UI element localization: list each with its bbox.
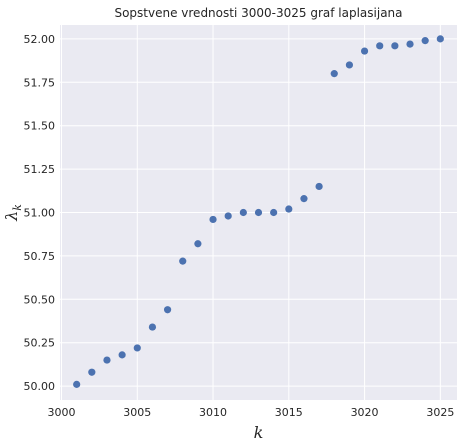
y-tick-label: 50.25	[24, 337, 56, 350]
x-axis-label: k	[254, 423, 264, 442]
x-tick-labels: 3000 3005 3010 3015 3020 3025	[48, 406, 455, 419]
y-tick-label: 50.00	[24, 380, 56, 393]
data-points	[73, 35, 444, 388]
data-point	[209, 215, 217, 224]
x-tick-label: 3020	[351, 406, 379, 419]
x-tick-label: 3000	[48, 406, 76, 419]
data-point	[103, 356, 111, 364]
y-axis-label: λk	[2, 204, 24, 222]
y-tick-label: 51.00	[24, 207, 56, 220]
x-tick-label: 3005	[123, 406, 151, 419]
y-tick-label: 51.50	[24, 120, 56, 133]
y-tick-label: 52.00	[24, 33, 56, 46]
data-point	[194, 240, 202, 248]
data-point	[391, 42, 399, 50]
data-point	[406, 40, 414, 48]
y-tick-label: 50.75	[24, 250, 56, 263]
data-point	[88, 368, 96, 376]
data-point	[360, 47, 369, 55]
data-point	[224, 212, 232, 220]
y-tick-label: 51.75	[24, 76, 56, 89]
data-point	[133, 344, 141, 352]
y-axis-label-symbol: λ	[2, 211, 21, 222]
data-point	[315, 182, 323, 191]
x-tick-label: 3015	[275, 406, 303, 419]
data-point	[254, 208, 263, 217]
data-point	[300, 195, 308, 203]
data-point	[421, 37, 429, 45]
x-tick-label: 3010	[199, 406, 227, 419]
data-point	[270, 208, 278, 217]
data-point	[73, 380, 81, 388]
chart-title: Sopstvene vrednosti 3000-3025 graf lapla…	[114, 6, 402, 20]
data-point	[436, 35, 444, 43]
data-point	[376, 42, 384, 50]
data-point	[118, 351, 126, 359]
data-point	[179, 257, 187, 265]
data-point	[345, 61, 354, 69]
y-tick-label: 51.25	[24, 163, 56, 176]
data-point	[163, 306, 172, 314]
data-point	[285, 205, 293, 213]
data-point	[330, 70, 338, 78]
y-tick-label: 50.50	[24, 293, 56, 306]
data-point	[239, 208, 247, 217]
y-tick-labels: 50.00 50.25 50.50 50.75 51.00 51.25 51.50 51.75…	[24, 33, 56, 393]
data-point	[148, 323, 157, 331]
y-axis-label-subscript: k	[11, 204, 24, 211]
x-tick-label: 3025	[426, 406, 454, 419]
